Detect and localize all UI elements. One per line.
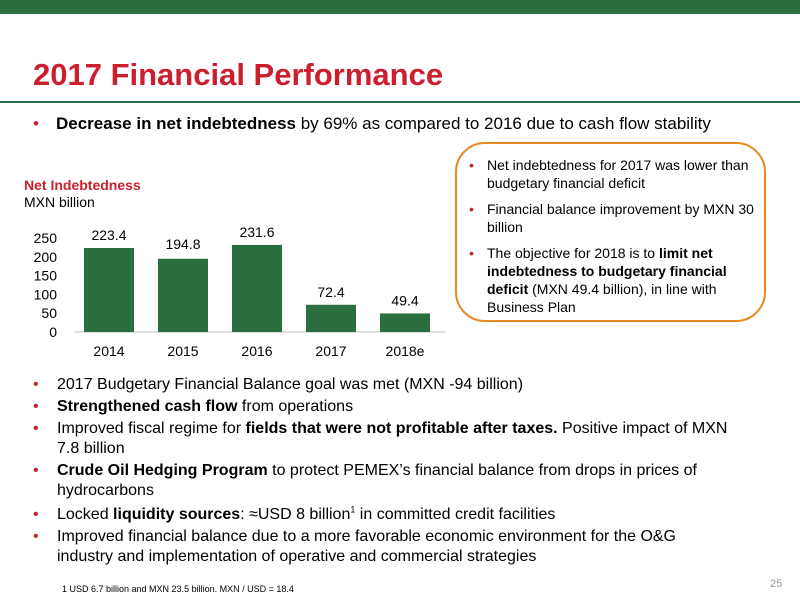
bullet-dot: • [33,376,39,393]
callout-text-post: (MXN 49.4 billion), in line with Busines… [487,281,717,315]
lower-bullet-text: 2017 Budgetary Financial Balance goal wa… [33,375,753,395]
x-tick-label: 2015 [167,343,198,359]
bullet-dot: • [33,114,39,133]
lower-bullet-text: Improved financial balance due to a more… [33,527,733,567]
y-tick-label: 50 [41,305,57,321]
callout-bullet-3: • The objective for 2018 is to limit net… [469,244,759,316]
lower-bullet-text: Crude Oil Hedging Program to protect PEM… [33,461,753,501]
text-bold: fields that were not profitable after ta… [245,420,558,437]
x-tick-label: 2014 [93,343,124,359]
y-tick-label: 250 [34,230,58,246]
text-pre: Improved financial balance due to a more… [57,528,676,565]
lower-bullet-2: • Strengthened cash flow from operations [33,397,753,417]
callout-bullet-text: Net indebtedness for 2017 was lower than… [487,157,749,191]
text-post2: in committed credit facilities [355,506,556,523]
text-post: Positive impact of MXN 7.8 billion [57,420,728,457]
text-pre: Improved fiscal regime for [57,420,246,437]
footnote-marker: 1 [350,504,356,515]
text-post: to protect PEMEX’s financial balance fro… [57,462,697,499]
lower-bullet-3: • Improved fiscal regime for fields that… [33,419,733,459]
bullet-dot: • [33,420,39,437]
lower-bullet-text: Locked liquidity sources: ≈USD 8 billion… [33,505,753,525]
y-tick-label: 100 [34,286,58,302]
text-bold: liquidity sources [113,506,241,523]
bar-2015 [158,258,208,332]
bullet-dot: • [469,201,474,217]
chart-title: Net Indebtedness [24,177,141,193]
main-bullet-bold: Decrease in net indebtedness [56,114,296,133]
data-label: 223.4 [91,227,126,243]
bullet-dot: • [469,245,474,261]
top-brand-bar [0,0,800,14]
chart-unit: MXN billion [24,194,95,210]
callout-bullet-text: Financial balance improvement by MXN 30 … [487,201,754,235]
lower-bullet-6: • Improved financial balance due to a mo… [33,527,733,567]
x-tick-label: 2016 [241,343,272,359]
page-number: 25 [770,578,783,590]
lower-bullet-1: • 2017 Budgetary Financial Balance goal … [33,375,753,395]
bar-2014 [84,248,134,332]
y-tick-label: 150 [34,268,58,284]
bar-2016 [232,244,282,332]
slide-title: 2017 Financial Performance [33,57,444,92]
text-bold: Strengthened cash flow [57,398,238,415]
bullet-dot: • [33,462,39,479]
lower-bullet-text: Strengthened cash flow from operations [33,397,753,417]
title-divider [0,101,800,103]
data-label: 72.4 [317,284,344,300]
bullet-dot: • [33,398,39,415]
data-label: 49.4 [391,292,418,308]
text-pre: Locked [57,506,114,523]
lower-bullet-5: • Locked liquidity sources: ≈USD 8 billi… [33,505,753,525]
text-post: : ≈USD 8 billion [240,506,351,523]
callout-bullet-1: • Net indebtedness for 2017 was lower th… [469,156,759,192]
text-pre: 2017 Budgetary Financial Balance goal wa… [57,376,524,393]
bar-2018e [380,313,430,332]
callout-bullet-2: • Financial balance improvement by MXN 3… [469,200,759,236]
main-bullet-text: Decrease in net indebtedness by 69% as c… [33,113,733,134]
lower-bullet-text: Improved fiscal regime for fields that w… [33,419,733,459]
x-tick-label: 2018e [386,343,425,359]
bullet-dot: • [469,157,474,173]
data-label: 231.6 [239,224,274,240]
main-bullet-rest: by 69% as compared to 2016 due to cash f… [295,114,711,133]
net-indebtedness-chart: 0 50 100 150 200 250 223.4 2014 194.8 2015 231.6 20… [34,224,445,359]
text-post: from operations [237,398,354,415]
callout-bullet-text: The objective for 2018 is to limit net i… [469,244,759,316]
callout-text-bold: limit net indebtedness to budgetary fina… [487,245,727,297]
callout-text-pre: The objective for 2018 is to [487,245,659,261]
data-label: 194.8 [165,236,200,252]
x-tick-label: 2017 [315,343,346,359]
y-tick-label: 0 [49,324,57,340]
bullet-dot: • [33,506,39,523]
callout-box: • Net indebtedness for 2017 was lower th… [455,142,766,322]
bar-2017 [306,304,356,332]
bullet-dot: • [33,528,39,545]
text-bold: Crude Oil Hedging Program [57,462,268,479]
main-bullet: • Decrease in net indebtedness by 69% as… [33,113,733,134]
footnote: 1 USD 6.7 billion and MXN 23.5 billion. … [62,584,294,594]
lower-bullet-4: • Crude Oil Hedging Program to protect P… [33,461,753,501]
y-tick-label: 200 [34,249,58,265]
